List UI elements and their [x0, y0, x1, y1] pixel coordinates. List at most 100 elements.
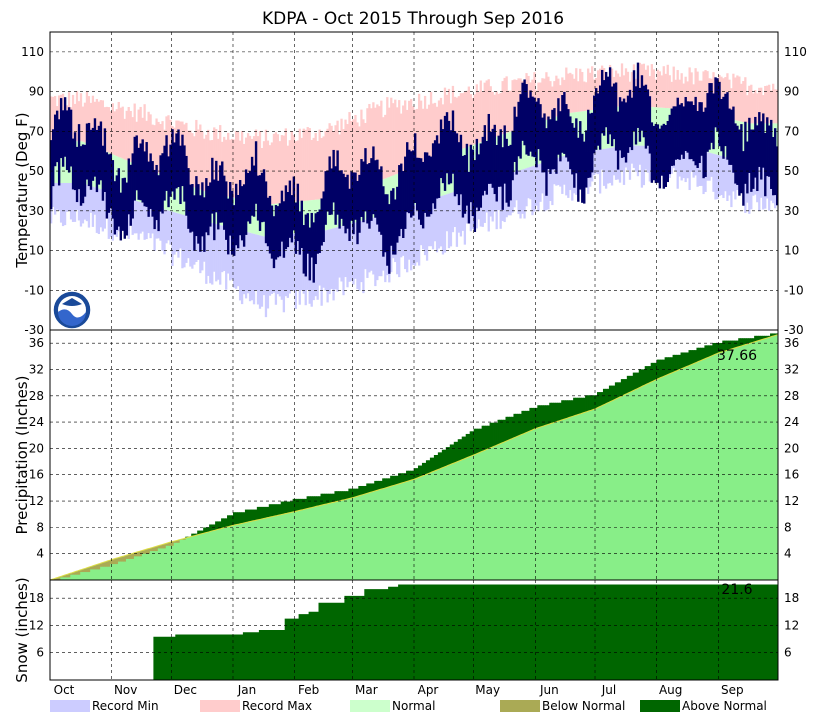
record-min-bar: [360, 220, 363, 283]
record-max-bar: [312, 137, 315, 200]
precipitation-above-normal-bar: [344, 491, 347, 500]
precipitation-above-normal-bar: [256, 506, 260, 521]
record-min-bar: [300, 232, 303, 291]
precipitation-above-normal-bar: [614, 382, 618, 400]
record-max-bar: [662, 66, 665, 108]
record-min-bar: [143, 203, 146, 240]
observed-temperature-bar: [555, 120, 558, 174]
observed-temperature-bar: [227, 198, 230, 255]
precipitation-below-normal-bar: [133, 553, 136, 557]
precipitation-above-normal-bar: [738, 338, 741, 347]
precipitation-below-normal-bar: [59, 576, 63, 578]
precipitation-above-normal-bar: [561, 400, 564, 421]
record-min-bar: [726, 157, 729, 202]
observed-temperature-bar: [708, 83, 711, 150]
record-min-bar: [634, 145, 638, 172]
precipitation-above-normal-bar: [248, 509, 252, 522]
normal-bar: [742, 122, 745, 162]
precipitation-above-normal-bar: [471, 431, 475, 456]
observed-temperature-bar: [211, 157, 214, 214]
record-max-bar: [151, 124, 154, 172]
record-min-bar: [372, 217, 375, 275]
observed-temperature-bar: [356, 180, 359, 245]
record-max-bar: [664, 73, 667, 109]
legend-label: Record Min: [92, 699, 159, 713]
record-min-bar: [760, 163, 763, 198]
observed-temperature-bar: [481, 136, 485, 196]
record-min-bar: [177, 213, 180, 258]
observed-temperature-bar: [628, 89, 632, 148]
observed-temperature-bar: [372, 146, 375, 215]
observed-temperature-bar: [451, 110, 455, 174]
precipitation-below-normal-bar: [125, 555, 128, 559]
observed-temperature-bar: [650, 122, 654, 183]
snow-grid: [50, 580, 778, 680]
record-min-bar: [378, 216, 381, 277]
observed-temperature-bar: [477, 154, 481, 211]
record-max-bar: [392, 103, 395, 176]
record-max-bar: [238, 140, 242, 200]
record-max-bar: [203, 138, 206, 192]
snow-tick-right: 18: [784, 591, 799, 605]
observed-temperature-bar: [547, 116, 550, 169]
observed-temperature-bar: [69, 109, 73, 167]
observed-temperature-bar: [593, 95, 596, 154]
snow-tick-left: 12: [29, 618, 44, 632]
observed-temperature-bar: [201, 182, 204, 237]
observed-temperature-bar: [750, 129, 753, 192]
record-max-bar: [73, 103, 77, 142]
precipitation-above-normal-bar: [336, 491, 339, 502]
record-max-bar: [282, 135, 286, 203]
observed-temperature-bar: [252, 165, 256, 217]
record-min-bar: [398, 209, 401, 278]
record-max-bar: [292, 134, 295, 202]
record-min-bar: [525, 168, 528, 207]
observed-temperature-bar: [756, 125, 759, 192]
record-max-bar: [362, 119, 365, 186]
record-max-bar: [477, 91, 480, 143]
observed-temperature-bar: [511, 130, 514, 181]
record-min-bar: [236, 229, 240, 287]
month-label: Feb: [298, 683, 319, 697]
precipitation-below-normal-bar: [131, 553, 134, 559]
record-min-bar: [543, 162, 546, 212]
observed-temperature-bar: [143, 151, 146, 207]
record-min-bar: [71, 182, 75, 222]
record-max-bar: [766, 85, 769, 124]
observed-temperature-bar: [302, 225, 306, 274]
observed-temperature-bar: [463, 155, 467, 214]
record-min-bar: [600, 149, 604, 170]
precipitation-above-normal-bar: [290, 501, 294, 513]
observed-temperature-bar: [354, 172, 357, 220]
record-max-bar: [75, 91, 79, 142]
record-max-bar: [549, 81, 552, 119]
record-min-bar: [459, 189, 463, 237]
precipitation-above-normal-bar: [501, 419, 504, 444]
record-max-bar: [137, 109, 140, 166]
precipitation-above-normal-bar: [642, 369, 646, 387]
record-min-bar: [485, 181, 488, 213]
observed-temperature-bar: [177, 129, 180, 188]
precipitation-below-normal-bar: [161, 544, 164, 549]
observed-temperature-bar: [81, 144, 85, 204]
temperature-tick-left: 70: [29, 124, 44, 138]
record-min-bar: [61, 182, 65, 227]
precipitation-above-normal-bar: [334, 491, 337, 503]
record-min-bar: [744, 162, 747, 213]
record-max-bar: [752, 93, 755, 124]
observed-temperature-bar: [153, 169, 156, 230]
observed-temperature-bar: [306, 213, 309, 254]
observed-temperature-bar: [569, 116, 572, 170]
precipitation-above-normal-bar: [563, 400, 566, 420]
observed-temperature-bar: [199, 195, 202, 252]
precipitation-above-normal-bar: [388, 478, 391, 488]
precipitation-above-normal-bar: [718, 342, 721, 354]
precipitation-above-normal-bar: [688, 350, 691, 366]
normal-bar: [388, 177, 391, 214]
record-min-bar: [406, 207, 409, 273]
precipitation-below-normal-bar: [89, 566, 93, 570]
record-max-bar: [342, 129, 345, 193]
snow-tick-right: 6: [784, 646, 792, 660]
precipitation-above-normal-bar: [690, 350, 693, 365]
record-min-bar: [151, 205, 154, 234]
